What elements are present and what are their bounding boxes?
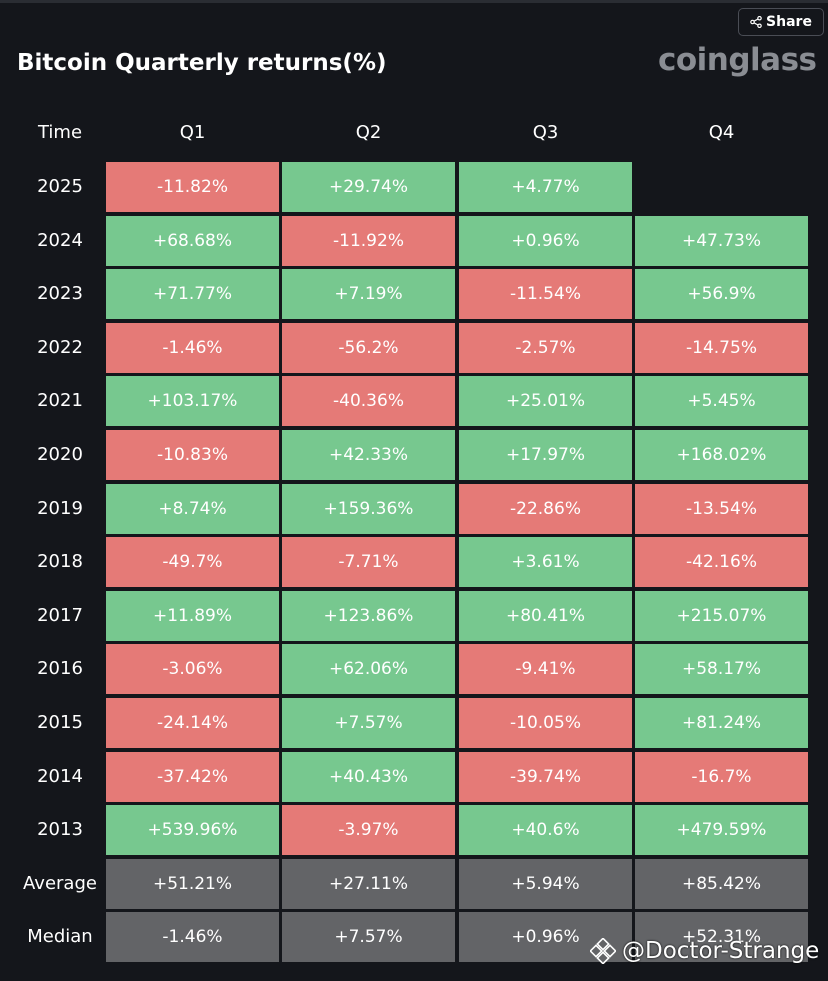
return-cell: +4.77% bbox=[459, 162, 632, 212]
return-cell: -11.54% bbox=[459, 269, 632, 320]
watermark-text: @Doctor-Strange bbox=[622, 938, 820, 964]
return-cell: -13.54% bbox=[635, 483, 808, 534]
summary-cell: +51.21% bbox=[106, 858, 279, 909]
return-cell: +0.96% bbox=[459, 215, 632, 266]
year-label: 2022 bbox=[37, 336, 83, 358]
year-label: 2013 bbox=[37, 819, 83, 841]
summary-cell: +52.31% bbox=[635, 912, 808, 963]
chart-title: Bitcoin Quarterly returns(%) bbox=[17, 50, 387, 76]
return-cell: -9.41% bbox=[459, 644, 632, 695]
return-cell: -16.7% bbox=[635, 751, 808, 802]
return-cell: +56.9% bbox=[635, 269, 808, 320]
return-cell: +58.17% bbox=[635, 644, 808, 695]
return-cell: +40.6% bbox=[459, 805, 632, 856]
return-cell: +7.19% bbox=[282, 269, 455, 320]
share-label: Share bbox=[766, 14, 812, 30]
return-cell: +8.74% bbox=[106, 483, 279, 534]
return-cell: +17.97% bbox=[459, 430, 632, 480]
summary-cell: +85.42% bbox=[635, 858, 808, 909]
column-header: Q1 bbox=[179, 122, 206, 143]
return-cell: -3.97% bbox=[282, 805, 455, 856]
return-cell: +5.45% bbox=[635, 376, 808, 427]
return-cell: +71.77% bbox=[106, 269, 279, 320]
return-cell: +47.73% bbox=[635, 215, 808, 266]
return-cell: -24.14% bbox=[106, 698, 279, 748]
return-cell: +62.06% bbox=[282, 644, 455, 695]
return-cell: -3.06% bbox=[106, 644, 279, 695]
column-header: Q3 bbox=[532, 122, 559, 143]
return-cell: -14.75% bbox=[635, 322, 808, 373]
return-cell: -49.7% bbox=[106, 537, 279, 588]
year-label: 2025 bbox=[37, 176, 83, 197]
return-cell: -2.57% bbox=[459, 322, 632, 373]
year-label: 2021 bbox=[37, 390, 83, 412]
return-cell: -37.42% bbox=[106, 751, 279, 802]
return-cell: +159.36% bbox=[282, 483, 455, 534]
year-label: 2016 bbox=[37, 658, 83, 680]
year-label: 2024 bbox=[37, 229, 83, 251]
binance-logo-icon bbox=[590, 938, 616, 964]
column-header: Q2 bbox=[355, 122, 382, 143]
year-label: 2014 bbox=[37, 765, 83, 787]
top-border bbox=[0, 0, 828, 3]
return-cell: +215.07% bbox=[635, 590, 808, 641]
year-label: 2018 bbox=[37, 551, 83, 573]
return-cell: +11.89% bbox=[106, 590, 279, 641]
return-cell: -11.82% bbox=[106, 162, 279, 212]
return-cell: -7.71% bbox=[282, 537, 455, 588]
share-icon bbox=[750, 16, 762, 28]
summary-cell: +5.94% bbox=[459, 858, 632, 909]
return-cell: -22.86% bbox=[459, 483, 632, 534]
summary-cell: +27.11% bbox=[282, 858, 455, 909]
return-cell: -40.36% bbox=[282, 376, 455, 427]
return-cell: +7.57% bbox=[282, 698, 455, 748]
summary-row-label: Average bbox=[23, 872, 97, 894]
return-cell: -1.46% bbox=[106, 322, 279, 373]
return-cell: -11.92% bbox=[282, 215, 455, 266]
return-cell: -10.83% bbox=[106, 430, 279, 480]
return-cell: +40.43% bbox=[282, 751, 455, 802]
year-label: 2019 bbox=[37, 497, 83, 519]
year-label: 2023 bbox=[37, 283, 83, 305]
return-cell: -10.05% bbox=[459, 698, 632, 748]
watermark: @Doctor-Strange bbox=[590, 938, 819, 964]
return-cell: +29.74% bbox=[282, 162, 455, 212]
column-header: Q4 bbox=[708, 122, 735, 143]
return-cell: +479.59% bbox=[635, 805, 808, 856]
return-cell: +3.61% bbox=[459, 537, 632, 588]
return-cell: -56.2% bbox=[282, 322, 455, 373]
return-cell: +539.96% bbox=[106, 805, 279, 856]
summary-cell: +7.57% bbox=[282, 912, 455, 963]
share-button[interactable]: Share bbox=[738, 8, 824, 36]
summary-row-label: Median bbox=[27, 926, 93, 948]
summary-cell: -1.46% bbox=[106, 912, 279, 963]
return-cell: +123.86% bbox=[282, 590, 455, 641]
year-label: 2017 bbox=[37, 604, 83, 626]
return-cell: +103.17% bbox=[106, 376, 279, 427]
return-cell: +68.68% bbox=[106, 215, 279, 266]
return-cell: -39.74% bbox=[459, 751, 632, 802]
return-cell: +168.02% bbox=[635, 430, 808, 480]
coinglass-logo: coinglass bbox=[658, 42, 817, 78]
year-label: 2015 bbox=[37, 712, 83, 733]
return-cell: -42.16% bbox=[635, 537, 808, 588]
return-cell: +42.33% bbox=[282, 430, 455, 480]
corner-label: Time bbox=[37, 122, 83, 143]
year-label: 2020 bbox=[37, 444, 83, 465]
return-cell: +25.01% bbox=[459, 376, 632, 427]
return-cell: +80.41% bbox=[459, 590, 632, 641]
return-cell: +81.24% bbox=[635, 698, 808, 748]
